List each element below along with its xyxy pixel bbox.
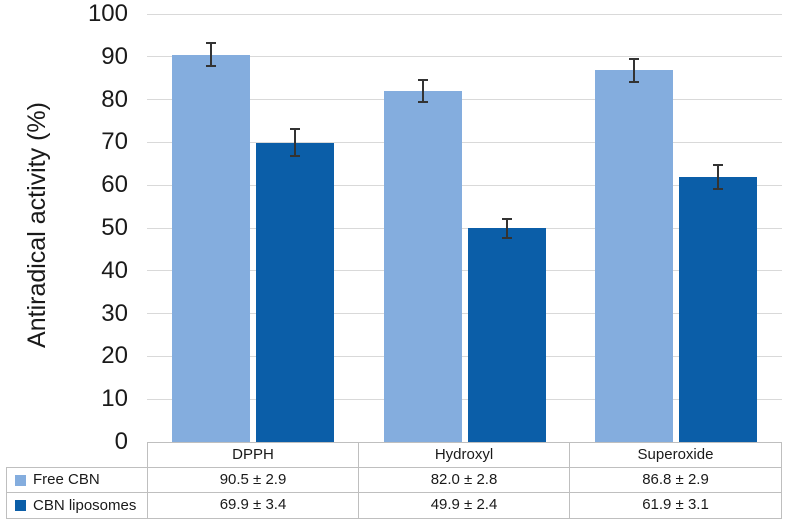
y-tick-label-0: 0 (114, 428, 128, 455)
category-header-superoxide: Superoxide (637, 446, 714, 463)
bar-cbn-liposomes-hydroxyl (467, 228, 546, 442)
legend-swatch-cbn-liposomes (15, 500, 26, 511)
y-tick-label-80: 80 (101, 85, 128, 113)
y-tick-label-90: 90 (101, 42, 128, 70)
error-bar-cap-top (205, 42, 216, 45)
error-bar-line (293, 128, 296, 158)
legend-label-cbn-liposomes: CBN liposomes (33, 496, 137, 514)
error-bar-line (633, 58, 636, 83)
gridline-20 (147, 355, 782, 357)
gridline-90 (147, 56, 782, 58)
gridline-100 (147, 13, 782, 15)
legend-item-free-cbn: Free CBN (7, 468, 148, 493)
error-bar-line (421, 79, 424, 103)
y-tick-label-50: 50 (101, 214, 128, 241)
error-bar-cap-bottom (417, 101, 428, 104)
error-bar-cap-top (417, 79, 428, 82)
error-bar-line (505, 218, 508, 239)
value-cell-cbn-liposomes-superoxide: 61.9 ± 3.1 (642, 496, 709, 513)
y-tick-label-10: 10 (101, 385, 128, 413)
category-header-dpph: DPPH (148, 443, 359, 467)
y-tick-label-20: 20 (101, 342, 128, 370)
gridline-40 (147, 270, 782, 272)
category-header-hydroxyl: Hydroxyl (359, 443, 570, 467)
legend-swatch-free-cbn (15, 474, 26, 486)
error-bar-cap-top (289, 128, 300, 131)
bar-free-cbn-dpph (171, 54, 250, 442)
error-bar-cap-top (501, 218, 512, 221)
bar-cbn-liposomes-dpph (255, 142, 334, 442)
value-cell-cbn-liposomes-hydroxyl: 49.9 ± 2.4 (359, 493, 570, 518)
y-tick-label-40: 40 (101, 256, 128, 284)
error-bar-cap-top (713, 163, 724, 166)
error-bar-cap-top (629, 58, 640, 61)
value-cell-free-cbn-hydroxyl: 82.0 ± 2.8 (359, 468, 570, 493)
gridline-10 (147, 398, 782, 400)
bar-free-cbn-superoxide (595, 70, 674, 442)
gridline-50 (147, 227, 782, 229)
y-tick-label-100: 100 (87, 0, 128, 27)
value-cell-cbn-liposomes-dpph: 69.9 ± 3.4 (148, 493, 359, 518)
error-bar-line (209, 42, 212, 68)
bar-cbn-liposomes-superoxide (679, 177, 758, 442)
gridline-70 (147, 141, 782, 143)
value-cell-free-cbn-dpph: 90.5 ± 2.9 (148, 468, 359, 493)
bar-free-cbn-hydroxyl (383, 91, 462, 442)
error-bar-cap-bottom (501, 236, 512, 239)
error-bar-line (717, 163, 720, 191)
gridline-30 (147, 313, 782, 315)
legend-item-cbn-liposomes: CBN liposomes (7, 493, 148, 518)
error-bar-cap-bottom (289, 155, 300, 158)
value-cell-free-cbn-superoxide: 86.8 ± 2.9 (570, 468, 781, 493)
gridline-80 (147, 99, 782, 101)
y-tick-label-60: 60 (101, 171, 128, 199)
gridline-60 (147, 184, 782, 186)
data-table-header-row: DPPH Hydroxyl Superoxide (147, 442, 782, 467)
error-bar-cap-bottom (205, 65, 216, 68)
legend-label-free-cbn: Free CBN (33, 471, 100, 488)
data-table-body: Free CBN 90.5 ± 2.9 82.0 ± 2.8 86.8 ± 2.… (6, 467, 782, 519)
y-tick-label-70: 70 (101, 128, 128, 156)
y-tick-label-30: 30 (101, 299, 128, 327)
error-bar-cap-bottom (713, 188, 724, 191)
error-bar-cap-bottom (629, 80, 640, 83)
